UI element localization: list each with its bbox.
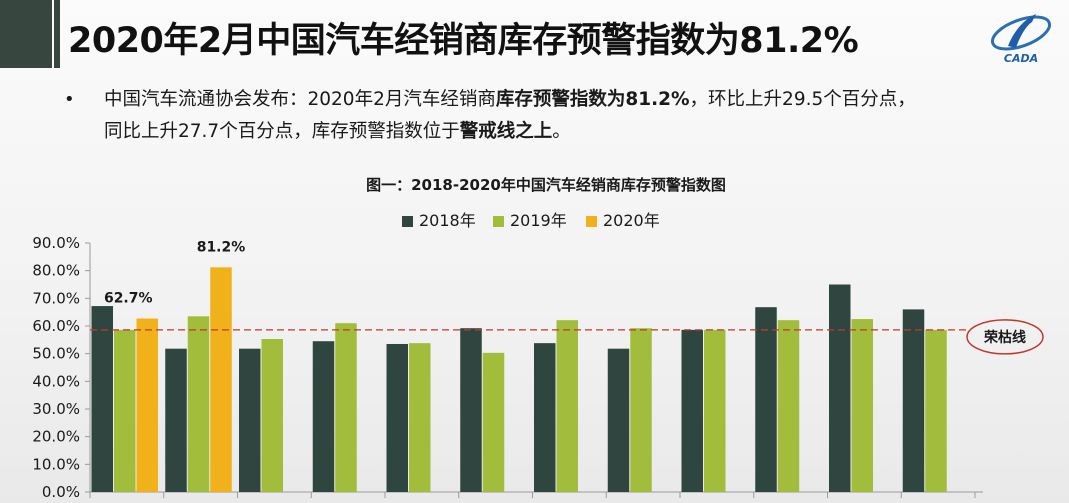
data-label: 81.2% [197,239,246,255]
y-tick-label: 50.0% [32,345,80,363]
y-tick-label: 30.0% [32,400,80,418]
reference-label-ellipse [966,319,1044,355]
bar-2019年-4月 [335,323,357,492]
bullet-emphasis: 库存预警指数为81.2% [495,89,690,110]
logo-stroke [1008,14,1036,48]
bar-2019年-9月 [704,329,726,492]
bar-2019年-6月 [482,352,505,492]
chart-title: 图一：2018-2020年中国汽车经销商库存预警指数图 [366,176,726,194]
legend-swatch [493,216,504,227]
bullet-text: ，环比上升29.5个百分点， [689,89,916,110]
y-tick-label: 40.0% [32,372,80,390]
legend-label: 2018年 [419,211,476,230]
logo-text: CADA [1004,52,1038,65]
bullet-text: 。 [552,121,571,142]
bar-2019年-10月 [777,320,800,492]
bar-2018年-11月 [829,284,851,492]
bar-2019年-5月 [409,343,431,492]
y-tick-label: 90.0% [32,234,80,252]
bar-2019年-7月 [556,320,578,492]
bullet-marker: • [64,89,75,110]
slide-title: 2020年2月中国汽车经销商库存预警指数为81.2% [68,21,859,61]
legend-swatch [586,216,597,227]
chart-bars [91,267,947,492]
bar-2018年-5月 [386,343,408,492]
bullet-line-2: 同比上升27.7个百分点，库存预警指数位于警戒线之上。 [104,116,571,148]
chart-legend: 2018年 2019年 2020年 [402,211,660,230]
bar-2019年-12月 [925,329,947,492]
bullet-emphasis: 警戒线之上 [459,121,553,142]
bullet-text: 同比上升27.7个百分点，库存预警指数位于 [104,121,460,142]
legend-label: 2020年 [603,211,660,230]
inventory-warning-index-chart: 图一：2018-2020年中国汽车经销商库存预警指数图 2018年 2019年 20… [32,176,1044,501]
bar-2018年-8月 [607,348,630,492]
bar-2019年-3月 [261,339,283,492]
y-tick-label: 60.0% [32,317,80,335]
reference-label: 荣枯线 [983,329,1026,346]
bullet-line-1: 中国汽车流通协会发布：2020年2月汽车经销商库存预警指数为81.2%，环比上升… [104,84,916,116]
reference-line: 荣枯线 [90,319,1044,355]
bar-2019年-11月 [851,319,873,492]
legend-swatch [402,216,413,227]
y-tick-label: 20.0% [32,428,80,446]
data-label: 62.7% [104,291,153,307]
title-block: 2020年2月中国汽车经销商库存预警指数为81.2% CADA [0,0,1069,72]
y-axis: 0.0% 10.0% 20.0% 30.0% 40.0% 50.0% 60.0% 70.0% 8… [32,234,983,501]
y-tick-label: 10.0% [32,455,80,473]
bar-2020年-1月 [136,318,158,492]
bar-2018年-7月 [534,343,556,492]
data-labels: 62.7% 81.2% [104,239,245,306]
bar-2018年-9月 [681,329,703,492]
bar-2019年-8月 [630,328,652,492]
bar-2018年-1月 [91,306,113,492]
title-accent-bar [0,0,52,68]
title-accent-stripe [54,0,60,68]
logo-ring [990,15,1052,51]
y-tick-label: 0.0% [42,483,80,501]
y-tick-label: 80.0% [32,262,80,280]
y-tick-label: 70.0% [32,289,80,307]
bar-2019年-1月 [114,329,136,492]
bar-2019年-2月 [187,316,210,492]
bullet-text: 中国汽车流通协会发布：2020年2月汽车经销商 [104,89,496,110]
cada-logo: CADA [990,14,1052,65]
bar-2018年-3月 [239,348,261,492]
bar-2018年-2月 [165,348,187,492]
bar-2018年-6月 [460,328,482,492]
bar-2018年-10月 [755,307,777,492]
bar-2018年-4月 [312,341,335,492]
legend-label: 2019年 [510,211,567,230]
bar-2020年-2月 [210,267,232,492]
bar-2018年-12月 [902,309,925,492]
